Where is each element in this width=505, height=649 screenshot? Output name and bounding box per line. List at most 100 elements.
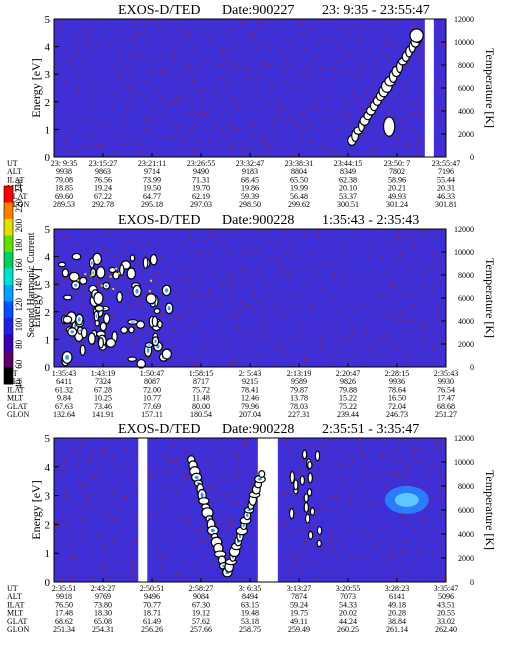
orbit-value: 9.84 xyxy=(57,394,71,403)
orbit-value: 239.44 xyxy=(337,410,359,419)
spectrogram-noise xyxy=(54,438,446,582)
orbit-value: 2:58:27 xyxy=(189,584,213,593)
orbit-value: 7802 xyxy=(389,167,405,176)
orbit-value: 8804 xyxy=(291,167,307,176)
orbit-value: 62.38 xyxy=(339,175,357,184)
colorbar-tick-label: 100 xyxy=(14,317,24,331)
orbit-value: 20.10 xyxy=(339,184,357,193)
orbit-value: 9589 xyxy=(291,377,307,386)
orbit-value: 43.51 xyxy=(437,600,455,609)
orbit-value: 11.48 xyxy=(192,394,210,403)
orbit-value: 23:50: 7 xyxy=(384,159,410,168)
orbit-value: 75.22 xyxy=(339,402,357,411)
y-tick-label: 4 xyxy=(45,42,51,54)
orbit-value: 8717 xyxy=(193,377,209,386)
orbit-row-label: GLAT xyxy=(7,402,28,411)
orbit-value: 78.64 xyxy=(388,385,406,394)
orbit-value: 62.19 xyxy=(192,192,210,201)
orbit-value: 79.87 xyxy=(290,385,308,394)
orbit-value: 19.12 xyxy=(192,609,210,618)
orbit-value: 3:20:55 xyxy=(336,584,360,593)
colorbar-segment xyxy=(4,186,13,203)
orbit-value: 49.18 xyxy=(388,600,406,609)
orbit-value: 72.00 xyxy=(143,385,161,394)
y-tick-label: 2 xyxy=(45,97,51,109)
panel-title: EXOS-D/TED xyxy=(118,3,200,18)
colorbar-segment xyxy=(4,219,13,236)
orbit-value: 23:32:47 xyxy=(236,159,264,168)
orbit-value: 1:50:47 xyxy=(140,369,164,378)
orbit-value: 53.37 xyxy=(339,192,357,201)
orbit-row-label: ILAT xyxy=(7,175,24,184)
orbit-value: 9930 xyxy=(438,377,454,386)
orbit-value: 73.46 xyxy=(94,402,112,411)
orbit-value: 73.80 xyxy=(94,600,112,609)
orbit-value: 260.25 xyxy=(337,625,359,634)
orbit-row-label: ALT xyxy=(7,592,22,601)
y-tick-label: 2 xyxy=(45,307,51,319)
spectrogram-noise xyxy=(54,19,445,157)
orbit-row-label: MLT xyxy=(7,184,23,193)
y2-axis-label: Temperature [K] xyxy=(483,48,497,128)
orbit-value: 49.93 xyxy=(388,192,406,201)
colorbar-tick-label: 180 xyxy=(14,238,24,252)
orbit-value: 257.66 xyxy=(190,625,212,634)
orbit-value: 67.22 xyxy=(94,192,112,201)
orbit-value: 23:26:55 xyxy=(187,159,215,168)
y-tick-label: 5 xyxy=(45,433,51,445)
orbit-value: 18.30 xyxy=(94,609,112,618)
orbit-value: 68.68 xyxy=(437,402,455,411)
orbit-value: 10.25 xyxy=(94,394,112,403)
orbit-value: 258.75 xyxy=(239,625,261,634)
y-tick-label: 0 xyxy=(45,152,51,164)
colorbar-segment xyxy=(4,334,13,352)
colorbar-tick-label: 160 xyxy=(14,258,24,272)
y2-tick-label: 2000 xyxy=(458,340,474,349)
y-tick-label: 0 xyxy=(45,362,51,374)
y-tick-label: 5 xyxy=(45,14,51,26)
y-tick-label: 2 xyxy=(45,519,51,531)
orbit-value: 68.62 xyxy=(55,617,73,626)
orbit-row-label: MLT xyxy=(7,394,23,403)
orbit-value: 19.24 xyxy=(94,184,112,193)
orbit-value: 57.62 xyxy=(192,617,210,626)
orbit-value: 79.96 xyxy=(241,402,259,411)
orbit-value: 20.28 xyxy=(388,609,406,618)
orbit-value: 141.91 xyxy=(92,410,114,419)
colorbar: 40 60 80 100 120 140 160 180 200 220 240 Second Har… xyxy=(3,179,37,389)
orbit-value: 6141 xyxy=(389,592,405,601)
y2-axis-label: Temperature [K] xyxy=(483,470,497,550)
orbit-value: 207.04 xyxy=(239,410,261,419)
orbit-value: 70.77 xyxy=(143,600,161,609)
y-axis-label: Energy [eV] xyxy=(29,268,43,327)
orbit-value: 2:13:19 xyxy=(287,369,311,378)
colorbar-segment xyxy=(4,351,13,368)
y2-tick-label: 2000 xyxy=(458,130,474,139)
y2-tick-label: 8000 xyxy=(458,61,474,70)
orbit-value: 79.88 xyxy=(339,385,357,394)
colorbar-segment xyxy=(4,285,13,302)
panel-title: EXOS-D/TED xyxy=(118,422,200,437)
orbit-value: 78.41 xyxy=(241,385,259,394)
orbit-value: 19.48 xyxy=(241,609,259,618)
orbit-value: 251.34 xyxy=(53,625,75,634)
orbit-row-label: GLON xyxy=(7,410,29,419)
orbit-row-label: ILAT xyxy=(7,385,24,394)
orbit-value: 59.39 xyxy=(241,192,259,201)
orbit-value: 46.33 xyxy=(437,192,455,201)
orbit-value: 132.64 xyxy=(53,410,75,419)
colorbar-tick-label: 120 xyxy=(14,298,24,312)
colorbar-segment xyxy=(4,252,13,269)
orbit-value: 298.50 xyxy=(239,200,261,209)
y2-tick-label: 2000 xyxy=(458,554,474,563)
orbit-value: 69.60 xyxy=(55,192,73,201)
y2-tick-label: 6000 xyxy=(458,294,474,303)
orbit-value: 3:28:23 xyxy=(385,584,409,593)
orbit-value: 9084 xyxy=(193,592,209,601)
orbit-value: 61.49 xyxy=(143,617,161,626)
orbit-value: 9938 xyxy=(56,167,72,176)
orbit-value: 78.03 xyxy=(290,402,308,411)
y2-axis-label: Temperature [K] xyxy=(483,258,497,338)
orbit-value: 9936 xyxy=(389,377,405,386)
orbit-value: 61.32 xyxy=(55,385,73,394)
